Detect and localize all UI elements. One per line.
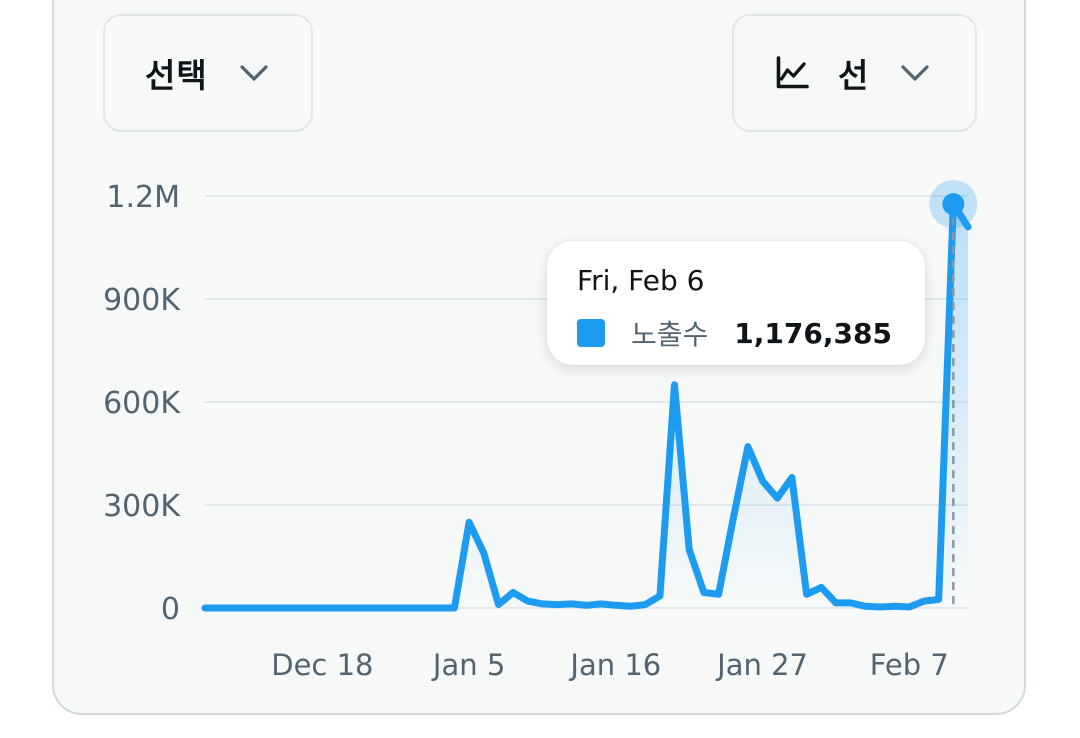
- tooltip-series-name: 노출수: [631, 318, 709, 351]
- x-tick-label: Jan 27: [715, 648, 808, 682]
- select-label: 선택: [145, 56, 208, 95]
- line-chart-icon: [776, 56, 809, 89]
- x-tick-label: Dec 18: [271, 648, 373, 682]
- y-tick-label: 0: [161, 592, 180, 627]
- series-swatch: [577, 319, 605, 347]
- chart-type-label: 선: [838, 56, 870, 95]
- select-dropdown[interactable]: 선택: [103, 14, 313, 132]
- tooltip-date: Fri, Feb 6: [577, 264, 705, 297]
- x-tick-label: Jan 5: [431, 648, 505, 682]
- x-tick-label: Jan 16: [568, 648, 661, 682]
- y-tick-label: 600K: [103, 386, 181, 421]
- hover-point[interactable]: [942, 193, 965, 216]
- y-tick-label: 300K: [103, 489, 181, 524]
- y-tick-label: 900K: [103, 283, 181, 318]
- x-tick-label: Feb 7: [870, 648, 949, 682]
- tooltip-row: 노출수 1,176,385: [577, 313, 895, 353]
- series-line: [201, 200, 972, 612]
- chevron-down-icon: [901, 65, 930, 81]
- y-tick-label: 1.2M: [106, 180, 180, 215]
- series-area: [205, 204, 968, 608]
- tooltip-value: 1,176,385: [734, 316, 892, 350]
- chart-type-dropdown[interactable]: 선: [732, 14, 977, 132]
- chevron-down-icon: [240, 65, 268, 81]
- data-tooltip: Fri, Feb 6 노출수 1,176,385: [547, 241, 925, 365]
